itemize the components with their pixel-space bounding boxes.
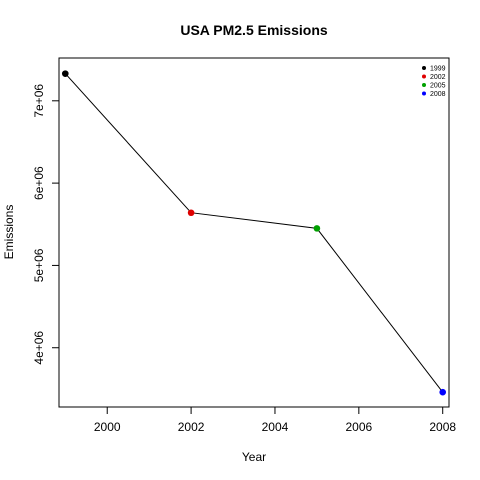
y-tick-label: 5e+06: [32, 248, 46, 282]
legend-label-2002: 2002: [430, 74, 446, 81]
y-tick-label: 7e+06: [32, 84, 46, 118]
series-line: [64, 73, 444, 393]
legend-marker-2008: [422, 91, 426, 96]
y-tick-label: 6e+06: [32, 166, 46, 200]
legend-label-1999: 1999: [430, 66, 446, 73]
x-tick-label: 2008: [429, 420, 456, 434]
data-point-2005: [313, 225, 321, 232]
x-tick-label: 2004: [262, 420, 289, 434]
legend-label-2005: 2005: [430, 83, 446, 90]
legend-marker-1999: [422, 66, 426, 70]
x-tick-label: 2000: [94, 420, 121, 434]
data-point-2008: [439, 388, 447, 396]
plot-frame: [58, 57, 450, 408]
chart-title: USA PM2.5 Emissions: [180, 22, 328, 38]
legend-marker-2002: [422, 74, 426, 79]
y-tick-label: 4e+06: [32, 331, 46, 365]
data-point-1999: [61, 70, 69, 77]
x-tick-label: 2002: [178, 420, 205, 434]
legend-marker-2005: [422, 83, 426, 87]
legend-label-2008: 2008: [430, 91, 446, 98]
data-point-2002: [187, 209, 195, 217]
x-axis-label: Year: [242, 450, 266, 464]
y-axis-label: Emissions: [2, 205, 16, 260]
chart-marks: 2000 2002 2004 2006 2008 4e+06 5e+06 6e+06 7e+06: [32, 70, 456, 434]
x-tick-label: 2006: [345, 420, 372, 434]
